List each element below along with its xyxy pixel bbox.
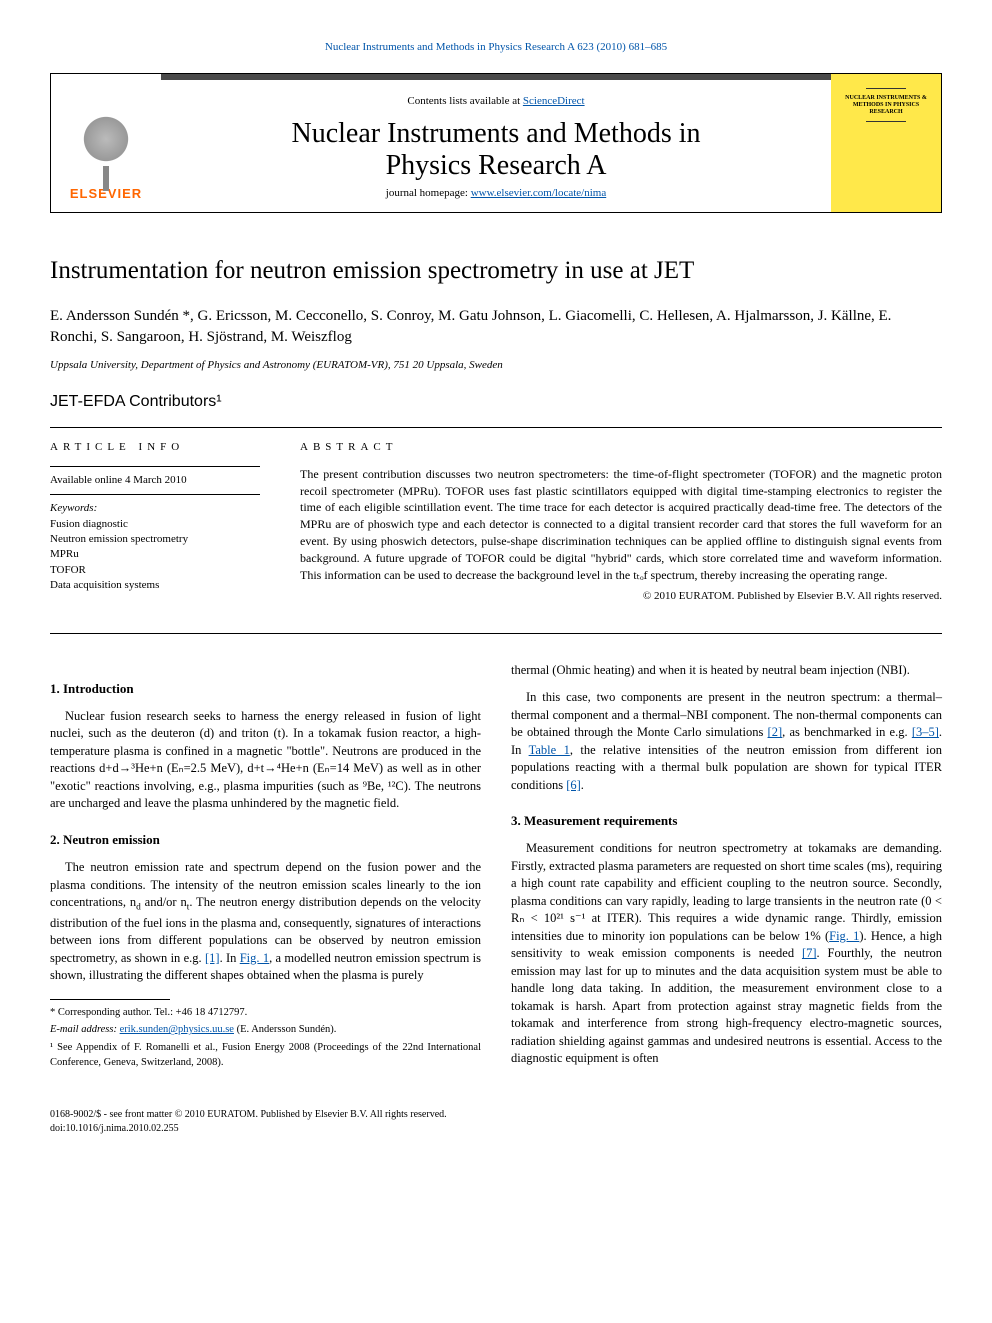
journal-title-line2: Physics Research A — [386, 150, 607, 181]
header-center: Contents lists available at ScienceDirec… — [161, 74, 831, 211]
text-span: . In — [220, 951, 240, 965]
abstract-copyright: © 2010 EURATOM. Published by Elsevier B.… — [300, 589, 942, 604]
table-link-1[interactable]: Table 1 — [529, 743, 570, 757]
section-2-para-3: In this case, two components are present… — [511, 689, 942, 794]
issn-line: 0168-9002/$ - see front matter © 2010 EU… — [50, 1108, 942, 1122]
contents-available: Contents lists available at ScienceDirec… — [171, 94, 821, 109]
abstract-column: abstract The present contribution discus… — [300, 440, 942, 604]
section-2-title: 2. Neutron emission — [50, 831, 481, 849]
contributors: JET-EFDA Contributors¹ — [50, 391, 942, 413]
section-3-title: 3. Measurement requirements — [511, 812, 942, 830]
body-columns: 1. Introduction Nuclear fusion research … — [50, 662, 942, 1078]
footer: 0168-9002/$ - see front matter © 2010 EU… — [50, 1108, 942, 1136]
ref-link-6[interactable]: [6] — [566, 778, 581, 792]
homepage-prefix: journal homepage: — [386, 187, 471, 199]
available-online: Available online 4 March 2010 — [50, 473, 260, 488]
footnote-rule — [50, 999, 170, 1000]
sciencedirect-link[interactable]: ScienceDirect — [523, 95, 585, 107]
abstract-text: The present contribution discusses two n… — [300, 466, 942, 584]
journal-cover-thumb: NUCLEAR INSTRUMENTS & METHODS IN PHYSICS… — [831, 74, 941, 211]
article-title: Instrumentation for neutron emission spe… — [50, 253, 942, 288]
text-span: . Fourthly, the neutron emission may las… — [511, 946, 942, 1065]
keyword: Fusion diagnostic — [50, 517, 260, 532]
section-3-para-1: Measurement conditions for neutron spect… — [511, 840, 942, 1068]
email-label: E-mail address: — [50, 1024, 120, 1035]
section-1-para: Nuclear fusion research seeks to harness… — [50, 708, 481, 813]
text-span: , as benchmarked in e.g. — [782, 725, 912, 739]
homepage-link[interactable]: www.elsevier.com/locate/nima — [471, 187, 607, 199]
journal-title-line1: Nuclear Instruments and Methods in — [291, 118, 700, 149]
elsevier-logo: ELSEVIER — [51, 74, 161, 211]
section-1-title: 1. Introduction — [50, 680, 481, 698]
doi-line: doi:10.1016/j.nima.2010.02.255 — [50, 1122, 942, 1136]
elsevier-tree-icon — [71, 111, 141, 181]
footnotes: * Corresponding author. Tel.: +46 18 471… — [50, 1006, 481, 1071]
footnote-1: ¹ See Appendix of F. Romanelli et al., F… — [50, 1041, 481, 1070]
divider-bottom — [50, 633, 942, 634]
cover-text: NUCLEAR INSTRUMENTS & METHODS IN PHYSICS… — [837, 95, 935, 115]
section-2-para-1: The neutron emission rate and spectrum d… — [50, 859, 481, 985]
top-citation: Nuclear Instruments and Methods in Physi… — [50, 40, 942, 55]
journal-header: ELSEVIER Contents lists available at Sci… — [50, 73, 942, 212]
keywords-label: Keywords: — [50, 501, 260, 516]
fig-link-1[interactable]: Fig. 1 — [240, 951, 269, 965]
keyword: Neutron emission spectrometry — [50, 532, 260, 547]
ref-link-3-5[interactable]: [3–5] — [912, 725, 939, 739]
corresponding-author: * Corresponding author. Tel.: +46 18 471… — [50, 1006, 481, 1021]
info-abstract-row: article info Available online 4 March 20… — [50, 428, 942, 604]
ref-link-2[interactable]: [2] — [768, 725, 783, 739]
article-info-heading: article info — [50, 440, 260, 455]
affiliation: Uppsala University, Department of Physic… — [50, 358, 942, 373]
ref-link-7[interactable]: [7] — [802, 946, 817, 960]
author-list: E. Andersson Sundén *, G. Ericsson, M. C… — [50, 306, 942, 348]
text-span: and/or n — [141, 895, 187, 909]
fig-link-1b[interactable]: Fig. 1 — [829, 929, 859, 943]
keyword: Data acquisition systems — [50, 578, 260, 593]
homepage-line: journal homepage: www.elsevier.com/locat… — [171, 186, 821, 201]
keyword: TOFOR — [50, 563, 260, 578]
keyword: MPRu — [50, 547, 260, 562]
contents-prefix: Contents lists available at — [407, 95, 522, 107]
journal-title: Nuclear Instruments and Methods in Physi… — [171, 118, 821, 182]
section-2-para-cont: thermal (Ohmic heating) and when it is h… — [511, 662, 942, 680]
article-info-column: article info Available online 4 March 20… — [50, 440, 260, 604]
text-span: Measurement conditions for neutron spect… — [511, 841, 942, 943]
abstract-heading: abstract — [300, 440, 942, 455]
email-line: E-mail address: erik.sunden@physics.uu.s… — [50, 1023, 481, 1038]
email-link[interactable]: erik.sunden@physics.uu.se — [120, 1024, 234, 1035]
email-who: (E. Andersson Sundén). — [234, 1024, 336, 1035]
ref-link-1[interactable]: [1] — [205, 951, 220, 965]
text-span: . — [581, 778, 584, 792]
